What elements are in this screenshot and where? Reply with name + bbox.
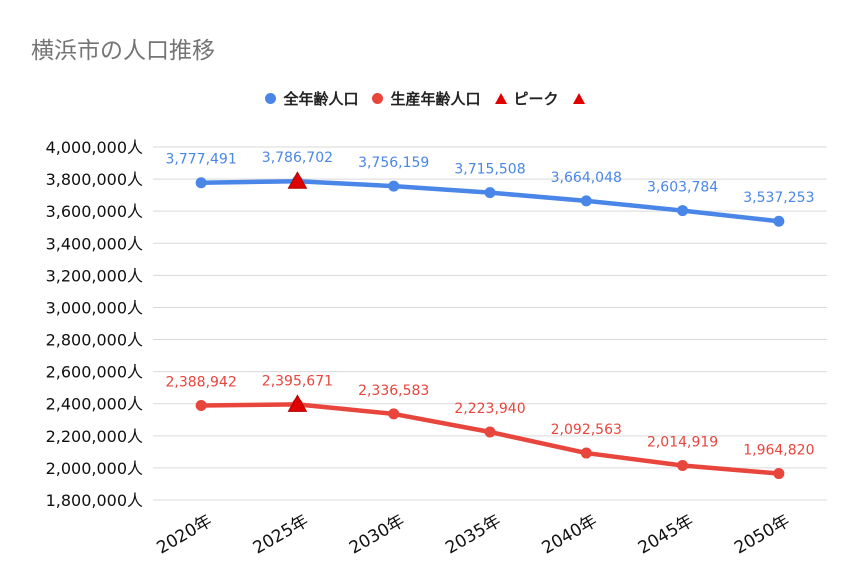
y-tick-label: 2,000,000人 (46, 459, 143, 478)
data-label: 2,014,919 (647, 435, 718, 451)
y-tick-label: 2,600,000人 (46, 363, 143, 382)
peak-marker (287, 171, 308, 189)
data-point (773, 468, 785, 480)
data-point (484, 426, 496, 438)
data-label: 3,603,784 (647, 180, 718, 196)
y-tick-label: 3,800,000人 (46, 170, 143, 189)
y-tick-label: 3,200,000人 (46, 266, 143, 285)
data-label: 3,537,253 (743, 190, 814, 206)
legend-item-peak: ピーク (494, 88, 559, 109)
data-point (580, 447, 592, 459)
legend-marker-peak-2 (572, 93, 585, 104)
legend-marker-working-age (372, 93, 384, 104)
data-point (773, 215, 785, 227)
legend-item-working-age: 生産年齢人口 (372, 88, 481, 109)
y-tick-label: 2,800,000人 (46, 331, 143, 350)
x-tick-label: 2020年 (153, 511, 215, 558)
data-label: 3,786,702 (262, 150, 333, 166)
y-tick-label: 3,400,000人 (46, 234, 143, 253)
data-point (388, 180, 400, 192)
data-point (677, 460, 689, 472)
data-label: 2,092,563 (551, 422, 622, 438)
data-point (677, 205, 689, 217)
x-tick-label: 2025年 (250, 511, 312, 558)
data-label: 2,336,583 (358, 383, 429, 399)
data-label: 2,388,942 (166, 375, 237, 391)
data-point (484, 187, 496, 199)
legend-label-working-age: 生産年齢人口 (390, 90, 481, 108)
legend-label-peak: ピーク (513, 90, 559, 108)
data-label: 3,777,491 (166, 152, 237, 168)
x-tick-label: 2035年 (442, 511, 504, 558)
x-tick-label: 2045年 (635, 511, 697, 558)
y-tick-label: 3,600,000人 (46, 202, 143, 221)
chart-title: 横浜市の人口推移 (31, 38, 215, 64)
legend: 全年齢人口 生産年齢人口 ピーク (0, 88, 857, 109)
peak-marker (287, 394, 308, 412)
data-label: 3,664,048 (551, 170, 622, 186)
data-point (388, 408, 400, 420)
x-tick-label: 2040年 (539, 511, 601, 558)
y-tick-label: 4,000,000人 (46, 138, 143, 157)
x-tick-label: 2050年 (731, 511, 793, 558)
y-tick-label: 2,400,000人 (46, 395, 143, 414)
data-label: 1,964,820 (743, 443, 814, 459)
x-tick-label: 2030年 (346, 511, 408, 558)
data-label: 3,715,508 (454, 162, 525, 178)
data-point (195, 400, 207, 412)
y-tick-label: 3,000,000人 (46, 298, 143, 317)
y-tick-label: 2,200,000人 (46, 427, 143, 446)
data-point (195, 177, 207, 189)
data-label: 3,756,159 (358, 155, 429, 171)
legend-item-peak-2 (572, 93, 592, 104)
data-label: 2,223,940 (454, 401, 525, 417)
data-point (580, 195, 592, 207)
y-tick-label: 1,800,000人 (46, 491, 143, 510)
legend-marker-peak (494, 93, 507, 104)
legend-marker-all-ages (265, 93, 277, 104)
legend-label-all-ages: 全年齢人口 (283, 90, 359, 108)
data-label: 2,395,671 (262, 373, 333, 389)
legend-item-all-ages: 全年齢人口 (265, 88, 358, 109)
